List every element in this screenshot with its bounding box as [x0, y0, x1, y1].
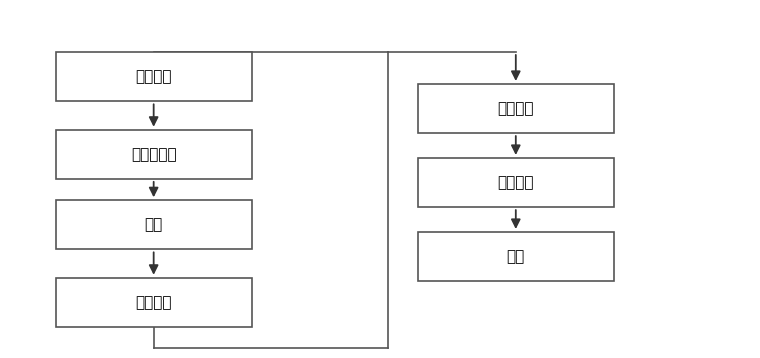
FancyBboxPatch shape: [55, 52, 252, 101]
Text: 测量定位: 测量定位: [135, 69, 172, 84]
FancyBboxPatch shape: [418, 84, 614, 133]
FancyBboxPatch shape: [55, 200, 252, 250]
Text: 孔口封堵: 孔口封堵: [498, 175, 534, 190]
Text: 锚杆安装: 锚杆安装: [498, 101, 534, 116]
Text: 验收: 验收: [507, 249, 525, 264]
FancyBboxPatch shape: [55, 278, 252, 327]
FancyBboxPatch shape: [55, 130, 252, 179]
FancyBboxPatch shape: [418, 232, 614, 281]
Text: 灌注砂浆: 灌注砂浆: [135, 295, 172, 310]
FancyBboxPatch shape: [418, 158, 614, 207]
Text: 清孔: 清孔: [144, 217, 163, 232]
Text: 布孔、钻孔: 布孔、钻孔: [131, 147, 176, 162]
